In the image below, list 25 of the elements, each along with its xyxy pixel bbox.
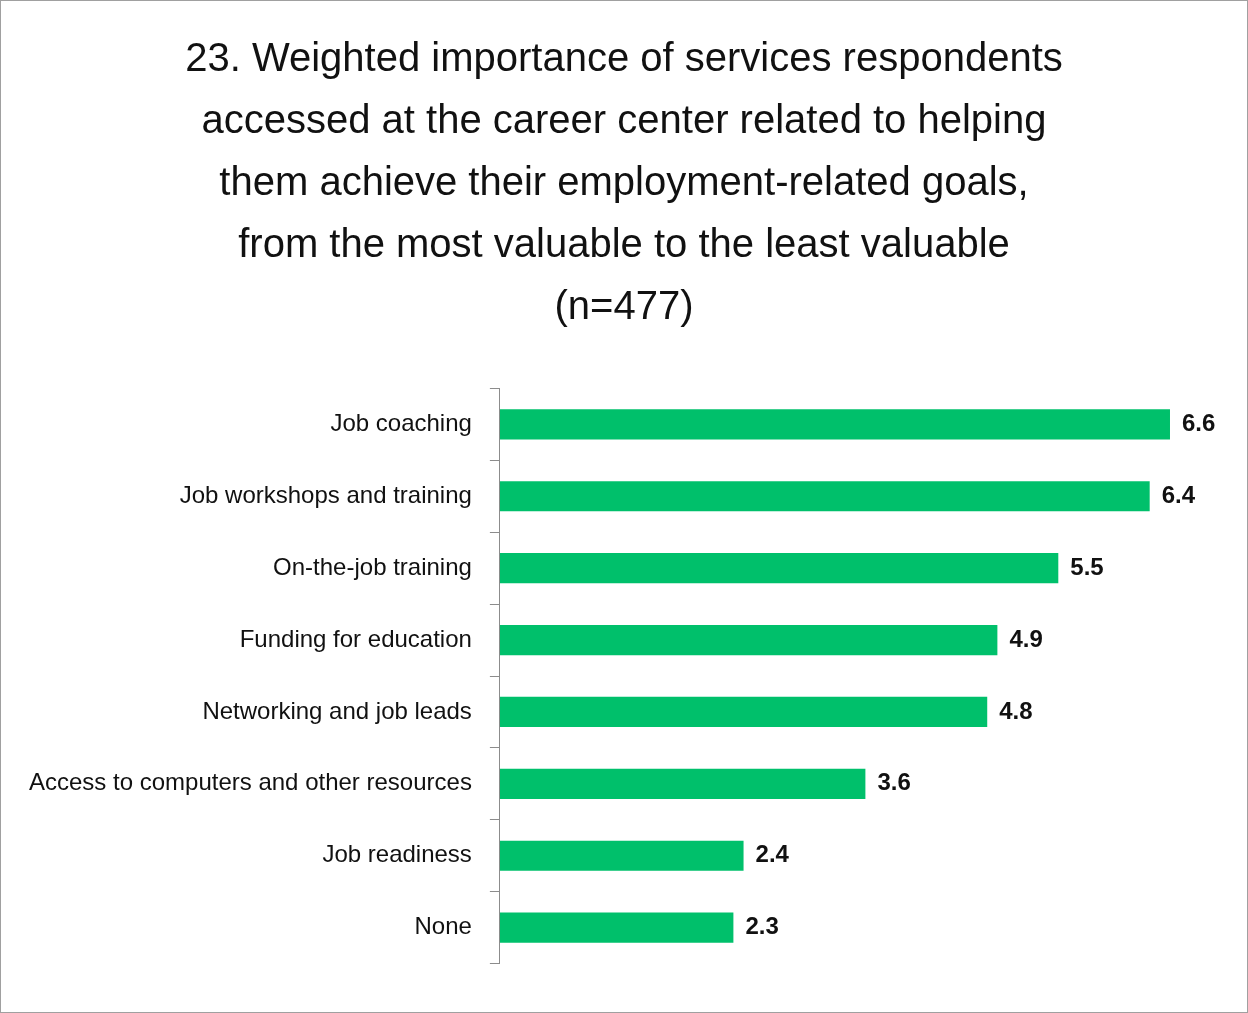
bar xyxy=(499,409,1170,440)
y-tick-label: Job readiness xyxy=(322,840,472,868)
y-tick-label: Funding for education xyxy=(239,624,472,652)
y-tick-label: On-the-job training xyxy=(273,552,472,580)
bar xyxy=(499,553,1059,584)
data-label: 4.8 xyxy=(999,696,1033,724)
bar xyxy=(499,696,988,728)
bar xyxy=(499,768,866,799)
data-label: 5.5 xyxy=(1070,552,1104,580)
y-tick-label: Job workshops and training xyxy=(179,480,472,508)
y-tick-label: Access to computers and other resources xyxy=(29,768,472,796)
data-label: 6.6 xyxy=(1181,408,1216,436)
y-tick-label: Job coaching xyxy=(330,408,472,436)
data-label: 3.6 xyxy=(877,768,911,796)
data-label: 2.3 xyxy=(745,912,779,940)
data-label: 2.4 xyxy=(755,840,790,868)
bar xyxy=(499,840,744,871)
bar xyxy=(499,624,998,656)
y-tick-label: None xyxy=(414,912,472,940)
data-label: 6.4 xyxy=(1161,480,1196,508)
data-label: 4.9 xyxy=(1009,624,1043,652)
bar xyxy=(499,912,734,943)
y-tick-label: Networking and job leads xyxy=(202,696,472,724)
bar xyxy=(499,481,1150,512)
chart-title: 23. Weighted importance of services respondents accessed at the career center related to helping them achieve their employment-related goals, from the most valuable to the least valuable (n=477) xyxy=(184,34,1064,327)
